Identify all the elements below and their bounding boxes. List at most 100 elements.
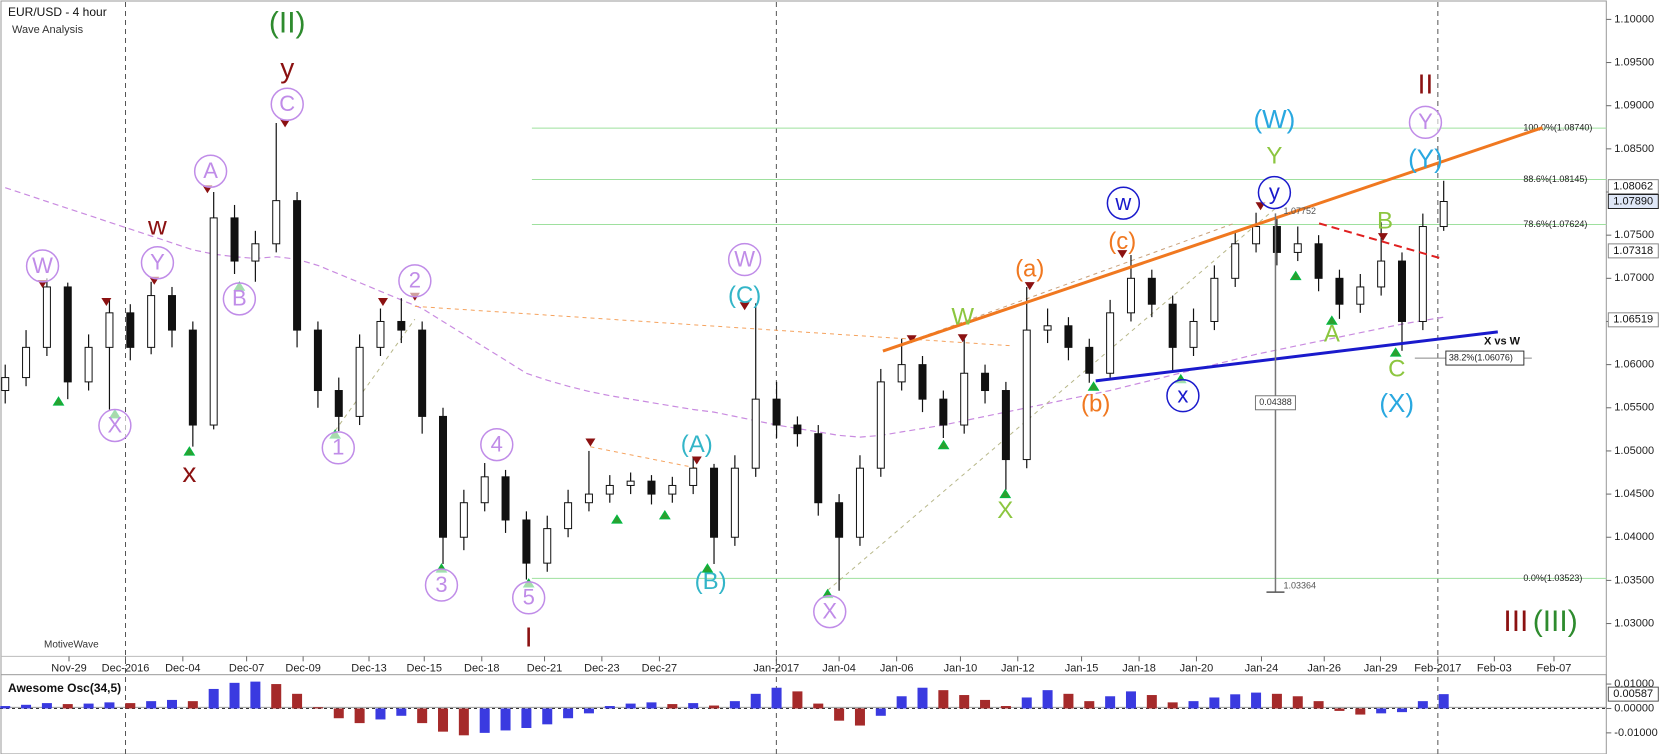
y-tick-label: 1.09500	[1614, 56, 1654, 68]
osc-bar	[1021, 697, 1032, 709]
wave-label: X	[822, 598, 837, 623]
wave-circle	[25, 249, 60, 283]
x-tick-label: Jan-26	[1307, 662, 1341, 674]
candle-body	[439, 415, 448, 538]
swing-high-marker	[957, 334, 968, 343]
osc-bar	[229, 682, 240, 709]
measure-bottom-label: 1.03364	[1283, 581, 1316, 591]
candle-body	[22, 346, 31, 379]
candle-body	[772, 398, 781, 426]
candle-body	[1085, 346, 1094, 374]
price-flag-label: 1.07318	[1613, 245, 1653, 257]
fib-label: 0.0%(1.03523)	[1523, 573, 1582, 583]
swing-high-marker	[691, 456, 702, 465]
x-tick-label: Jan-15	[1065, 662, 1099, 674]
wave-label: C	[1388, 355, 1405, 382]
osc-bar	[0, 706, 11, 709]
wave-label: X	[108, 412, 123, 437]
candle-body	[626, 480, 635, 486]
osc-bar	[625, 703, 636, 709]
price-flag-label: 1.08062	[1613, 181, 1653, 193]
osc-bar	[1105, 696, 1116, 709]
candle-body	[1293, 243, 1302, 253]
wave-label: (a)	[1015, 255, 1044, 282]
osc-bar	[312, 707, 323, 709]
candle-body	[1106, 312, 1115, 374]
swing-low-marker	[701, 563, 714, 573]
osc-bar	[750, 693, 761, 709]
wave-circle	[321, 431, 355, 465]
price-flag	[1607, 179, 1659, 195]
wave-label: W	[32, 253, 53, 278]
osc-bar	[854, 708, 865, 726]
x-tick-label: Jan-06	[880, 662, 914, 674]
wave-circle	[270, 87, 304, 121]
wave-label: Y	[1266, 143, 1282, 170]
wave-label: (A)	[681, 431, 713, 458]
osc-bar	[1355, 708, 1366, 715]
guide-line	[882, 222, 1235, 352]
candle-body	[272, 200, 281, 245]
y-tick-label: 1.05000	[1614, 445, 1654, 457]
swing-high-marker	[1117, 250, 1128, 259]
osc-tick-label: -0.01000	[1614, 727, 1657, 739]
swing-low-marker	[1087, 381, 1100, 391]
wave-label: (c)	[1108, 228, 1136, 255]
y-tick-label: 1.03000	[1614, 617, 1654, 629]
candle-body	[188, 329, 197, 426]
candle-body	[1147, 277, 1156, 305]
candle-body	[1314, 243, 1323, 279]
candle-body	[126, 312, 135, 348]
fib-label: 88.6%(1.08145)	[1523, 174, 1587, 184]
osc-bar	[1084, 701, 1095, 709]
wave-circle	[480, 427, 514, 462]
osc-bar	[521, 708, 532, 728]
candle-body	[1189, 320, 1198, 348]
osc-bar	[438, 708, 449, 732]
candle-body	[897, 364, 906, 383]
osc-bar	[896, 696, 907, 709]
wave-label: x	[1177, 383, 1188, 408]
osc-bar	[813, 703, 824, 709]
wave-label: Y	[150, 250, 165, 275]
candle-body	[855, 467, 864, 538]
osc-bar	[709, 705, 720, 709]
x-tick-label: Jan-20	[1180, 662, 1214, 674]
swing-high-marker	[101, 298, 112, 307]
fib-label-box	[1445, 350, 1525, 366]
candle-body	[793, 424, 802, 435]
osc-bar	[146, 701, 157, 709]
candle-body	[522, 519, 531, 564]
wave-label: (B)	[695, 568, 727, 595]
chart-subtitle: Wave Analysis	[12, 24, 84, 36]
wave-label: (Y)	[1408, 143, 1443, 173]
candle-body	[1418, 226, 1427, 322]
osc-bar	[583, 708, 594, 714]
wave-label: B	[232, 286, 247, 311]
candle-body	[1439, 201, 1448, 228]
osc-bar	[83, 703, 94, 709]
osc-bar	[1292, 696, 1303, 709]
wave-label: (X)	[1379, 388, 1414, 418]
candle-body	[251, 243, 260, 262]
swing-low-marker	[937, 439, 950, 450]
wave-label: (b)	[1081, 391, 1110, 418]
osc-bar	[563, 708, 574, 719]
fib-label: 78.6%(1.07624)	[1523, 219, 1587, 229]
osc-bar	[875, 708, 886, 716]
osc-bar	[1396, 708, 1407, 713]
candle-body	[63, 286, 72, 383]
wave-circle	[140, 246, 175, 280]
wave-circle	[424, 568, 459, 602]
wave-label: (C)	[728, 282, 761, 309]
x-tick-label: Dec-18	[464, 662, 499, 674]
candle-body	[647, 480, 656, 495]
guide-line	[827, 207, 1277, 591]
fib-label: 38.2%(1.06076)	[1449, 352, 1513, 362]
x-tick-label: Feb-07	[1537, 662, 1572, 674]
osc-bar	[1230, 694, 1241, 709]
wave-label: w	[147, 210, 167, 240]
y-tick-label: 1.09000	[1614, 100, 1654, 112]
